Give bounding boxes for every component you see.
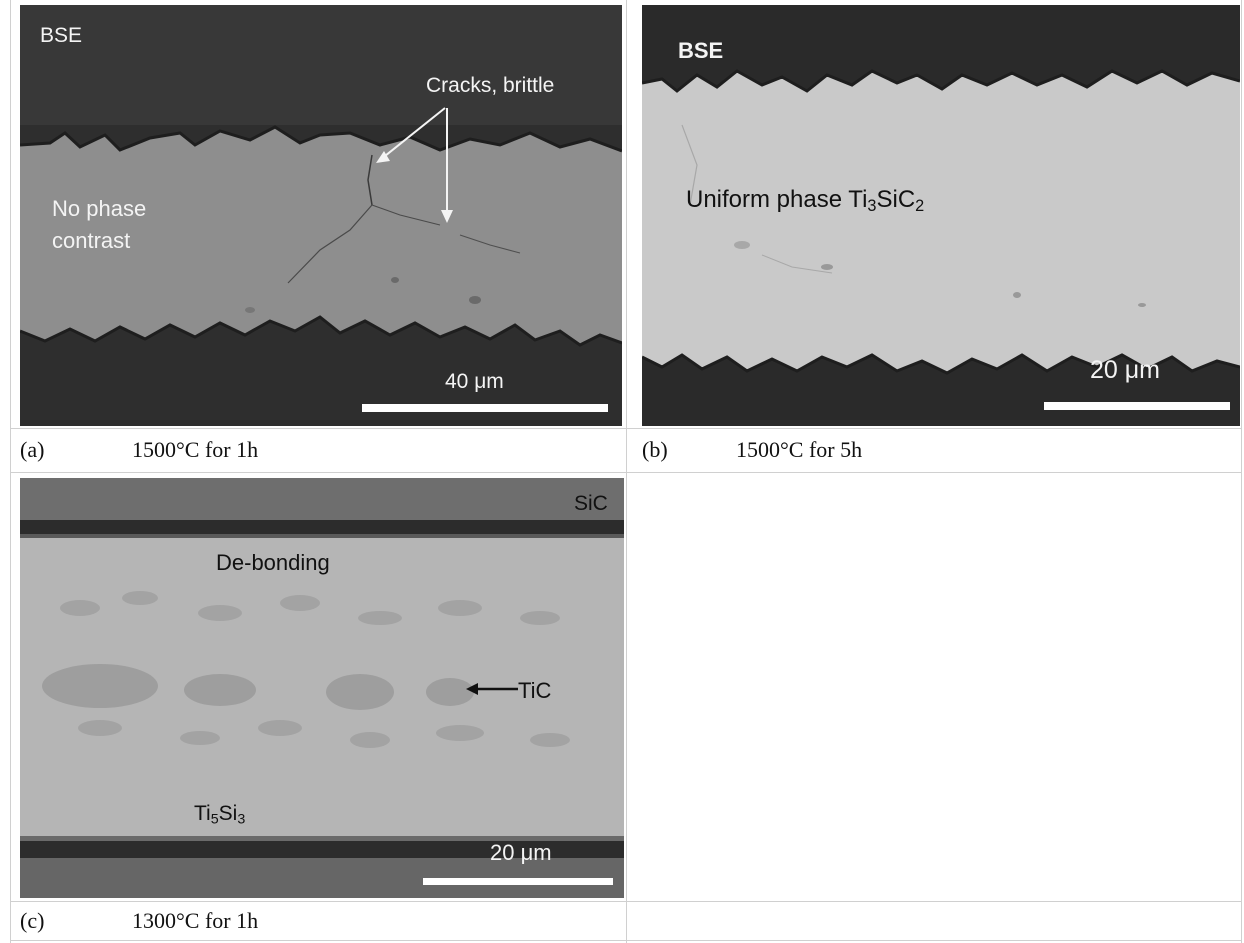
caption-c: (c) 1300°C for 1h: [20, 908, 258, 934]
micrograph-c: [20, 478, 624, 898]
caption-c-letter: (c): [20, 908, 45, 933]
sic-label: SiC: [574, 492, 608, 515]
micrograph-a-image: [20, 5, 622, 426]
ti5si3-label: Ti5Si3: [194, 802, 246, 828]
debonding-label: De-bonding: [216, 550, 330, 575]
grid-line-h4: [10, 940, 1242, 941]
micrograph-b: [642, 5, 1240, 426]
scale-label-a: 40 μm: [445, 370, 504, 393]
ti5si3-mid: Si: [218, 802, 238, 825]
caption-a: (a) 1500°C for 1h: [20, 437, 258, 463]
phase-label-b: Uniform phase Ti3SiC2: [686, 186, 924, 214]
grid-line-h3: [10, 901, 1242, 902]
phase-label-b-sub2: 2: [915, 197, 925, 216]
micrograph-c-image: [20, 478, 624, 898]
scale-bar-c: [423, 878, 613, 885]
mode-label-a: BSE: [40, 24, 83, 47]
caption-a-letter: (a): [20, 437, 45, 462]
grid-line-v3: [1241, 0, 1242, 943]
caption-b-condition: 1500°C for 5h: [736, 437, 863, 462]
phase-label-a-line1: No phase: [52, 196, 147, 221]
grid-line-h2: [10, 472, 1242, 473]
micrograph-a: [20, 5, 622, 426]
caption-c-condition: 1300°C for 1h: [132, 908, 259, 933]
cracks-label: Cracks, brittle: [426, 74, 555, 97]
scale-label-c: 20 μm: [490, 840, 552, 865]
micrograph-b-image: [642, 5, 1240, 426]
tic-label: TiC: [518, 678, 552, 703]
phase-label-b-prefix: Uniform phase Ti: [686, 186, 868, 213]
caption-b-letter: (b): [642, 437, 668, 462]
ti5si3-sub2: 3: [237, 811, 246, 828]
caption-b: (b) 1500°C for 5h: [642, 437, 862, 463]
grid-line-h1: [10, 428, 1242, 429]
phase-label-b-mid: SiC: [876, 186, 916, 213]
ti5si3-sub1: 5: [210, 811, 219, 828]
phase-label-b-sub1: 3: [867, 197, 877, 216]
mode-label-b: BSE: [678, 38, 724, 63]
caption-a-condition: 1500°C for 1h: [132, 437, 259, 462]
scale-bar-b: [1044, 402, 1230, 410]
ti5si3-prefix: Ti: [194, 802, 211, 825]
phase-label-a-line2: contrast: [52, 228, 131, 253]
scale-label-b: 20 μm: [1090, 356, 1160, 384]
grid-line-v1: [10, 0, 11, 943]
grid-line-v2: [626, 0, 627, 943]
scale-bar-a: [362, 404, 608, 412]
